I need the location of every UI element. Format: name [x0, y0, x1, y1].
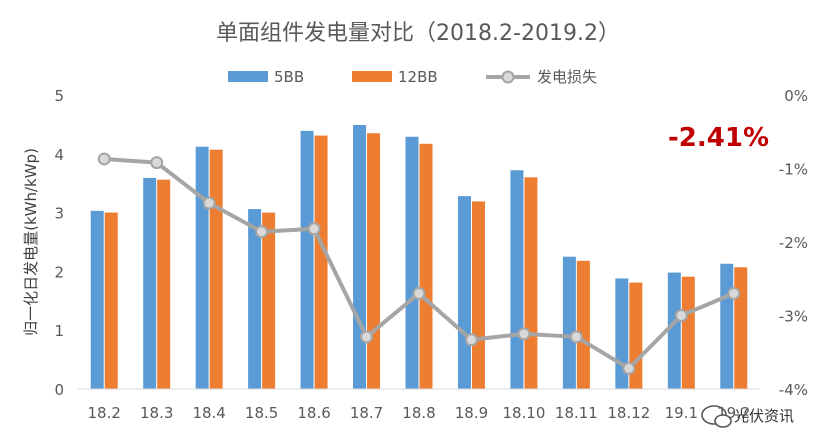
- legend-label-loss: 发电损失: [537, 68, 597, 86]
- x-tick-label: 18.8: [402, 404, 435, 422]
- bar-12bb-18.3: [157, 179, 171, 389]
- loss-point-18.2: [97, 152, 111, 166]
- x-tick-label: 18.5: [245, 404, 278, 422]
- loss-point-18.8: [412, 286, 426, 300]
- bar-5bb-18.9: [457, 196, 471, 389]
- y2-tick-label: -1%: [779, 161, 808, 179]
- bar-12bb-18.10: [524, 177, 538, 389]
- bar-12bb-18.2: [104, 212, 118, 389]
- bar-12bb-19.2: [734, 267, 748, 389]
- bar-12bb-18.6: [314, 135, 328, 389]
- loss-point-18.4: [202, 196, 216, 210]
- legend-swatch-loss-marker: [501, 70, 515, 84]
- loss-point-18.9: [464, 333, 478, 347]
- legend: 5BB 12BB 发电损失: [228, 68, 597, 86]
- loss-point-18.12: [622, 361, 636, 375]
- y2-axis-ticks: 0% -1% -2% -3% -4%: [779, 87, 808, 399]
- y2-tick-label: -2%: [779, 234, 808, 252]
- y-tick-label: 1: [54, 322, 64, 340]
- bar-series: [90, 124, 748, 390]
- bar-5bb-18.8: [405, 136, 419, 389]
- y-tick-label: 0: [54, 381, 64, 399]
- bar-5bb-18.6: [300, 130, 314, 390]
- x-tick-label: 18.11: [555, 404, 598, 422]
- y2-tick-label: 0%: [784, 87, 808, 105]
- loss-point-19.2: [727, 286, 741, 300]
- loss-point-18.6: [307, 222, 321, 236]
- y-tick-label: 3: [54, 205, 64, 223]
- bar-12bb-18.4: [209, 149, 223, 389]
- loss-annotation: -2.41%: [668, 123, 769, 153]
- y-tick-label: 5: [54, 87, 64, 105]
- bar-5bb-18.3: [143, 177, 157, 389]
- loss-point-19.1: [674, 309, 688, 322]
- bar-5bb-19.2: [720, 263, 734, 389]
- x-tick-label: 18.3: [140, 404, 173, 422]
- bar-12bb-18.9: [471, 201, 485, 389]
- x-tick-label: 18.4: [192, 404, 225, 422]
- y2-tick-label: -4%: [779, 381, 808, 399]
- watermark: 光伏资讯: [701, 405, 794, 428]
- x-tick-label: 18.9: [455, 404, 488, 422]
- bar-12bb-18.8: [419, 143, 433, 389]
- loss-point-18.5: [255, 225, 269, 239]
- y-tick-label: 4: [54, 146, 64, 164]
- x-axis-ticks: 18.2 18.3 18.4 18.5 18.6 18.7 18.8 18.9 18.10 18.…: [88, 404, 751, 422]
- x-tick-label: 18.7: [350, 404, 383, 422]
- loss-point-18.7: [360, 330, 374, 344]
- y-tick-label: 2: [54, 263, 64, 281]
- bar-5bb-18.7: [353, 124, 367, 389]
- y2-tick-label: -3%: [779, 308, 808, 326]
- x-tick-label: 18.6: [297, 404, 330, 422]
- bar-5bb-18.11: [562, 256, 576, 389]
- loss-point-18.3: [150, 156, 164, 170]
- wechat-logo-bubble-icon: [714, 414, 732, 428]
- bar-12bb-18.7: [367, 133, 381, 389]
- x-tick-label: 18.10: [502, 404, 545, 422]
- legend-swatch-5bb: [228, 71, 268, 82]
- legend-swatch-12bb: [352, 71, 392, 82]
- bar-5bb-18.5: [248, 209, 262, 389]
- x-tick-label: 18.12: [607, 404, 650, 422]
- legend-label-12bb: 12BB: [398, 68, 438, 86]
- loss-point-18.10: [517, 327, 531, 341]
- watermark-text: 光伏资讯: [734, 407, 794, 425]
- bar-5bb-18.10: [510, 170, 524, 389]
- loss-line-series: [97, 152, 741, 375]
- bar-5bb-18.2: [90, 210, 104, 389]
- loss-point-18.11: [569, 330, 583, 344]
- y-axis-ticks: 0 1 2 3 4 5: [54, 87, 64, 399]
- chart-title: 单面组件发电量对比（2018.2-2019.2）: [216, 21, 620, 46]
- bar-12bb-18.11: [576, 260, 590, 389]
- y-axis-title: 归一化日发电量(kWh/kWp): [22, 148, 40, 336]
- bar-12bb-19.1: [681, 276, 695, 389]
- legend-label-5bb: 5BB: [274, 68, 304, 86]
- x-tick-label: 18.2: [88, 404, 121, 422]
- bar-5bb-19.1: [667, 272, 681, 389]
- bar-12bb-18.5: [262, 212, 276, 389]
- x-tick-label: 19.1: [665, 404, 698, 422]
- bar-5bb-18.4: [195, 146, 209, 389]
